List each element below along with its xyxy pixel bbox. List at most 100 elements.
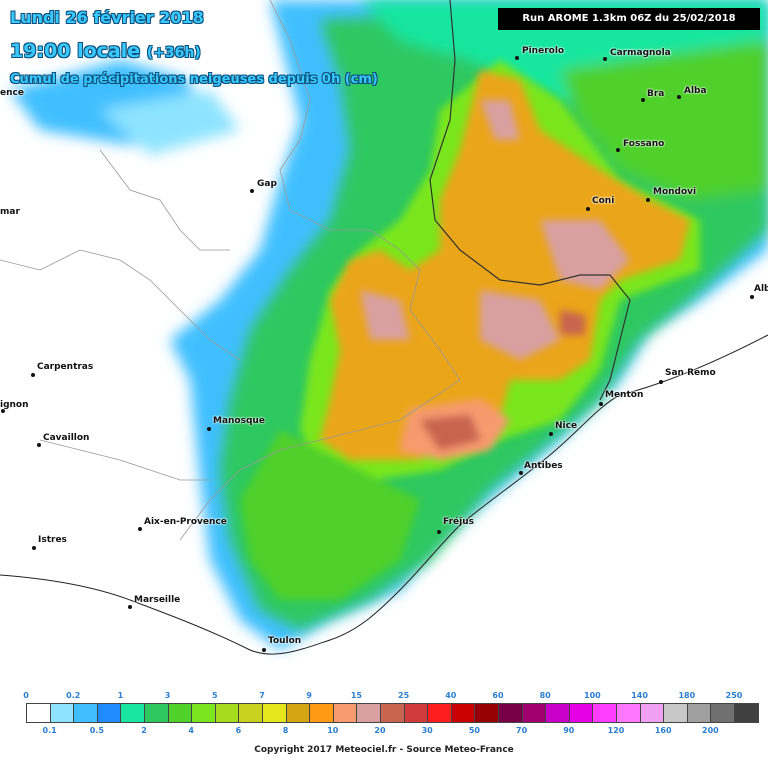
- city-marker: [599, 402, 603, 406]
- legend-swatch: [380, 703, 405, 723]
- city-marker: [207, 427, 211, 431]
- department-border: [179, 0, 461, 541]
- legend-top-tick: 25: [398, 691, 410, 700]
- legend-bottom-tick: 0.1: [42, 726, 57, 735]
- city-label: ence: [0, 88, 24, 98]
- snow-accumulation-field: [0, 0, 768, 655]
- legend-bottom-tick: 8: [282, 726, 289, 735]
- legend-swatch: [191, 703, 216, 723]
- department-border: [99, 149, 230, 251]
- city-marker: [262, 648, 266, 652]
- legend-swatch: [545, 703, 570, 723]
- legend-top-tick: 1: [117, 691, 124, 700]
- city-label: Fossano: [623, 139, 665, 149]
- legend-swatch: [285, 703, 311, 723]
- city-label: Manosque: [213, 416, 265, 426]
- legend-swatch: [167, 703, 193, 723]
- legend-bottom-tick: 4: [188, 726, 194, 735]
- city-marker: [641, 98, 645, 102]
- country-border: [429, 0, 631, 401]
- legend-swatch: [450, 703, 476, 723]
- legend-top-tick: 5: [212, 691, 218, 700]
- city-label: mar: [0, 207, 20, 217]
- city-marker: [659, 380, 663, 384]
- legend-swatch: [663, 703, 688, 723]
- legend-swatch: [710, 703, 735, 723]
- legend-bottom-tick: 160: [654, 726, 672, 735]
- city-label: ignon: [0, 400, 29, 410]
- city-label: Carpentras: [37, 362, 94, 372]
- run-info: Run AROME 1.3km 06Z du 25/02/2018: [498, 8, 760, 30]
- legend-top-tick: 3: [164, 691, 171, 700]
- city-marker: [250, 189, 254, 193]
- legend-swatch: [26, 703, 51, 723]
- legend-bottom-tick: 10: [327, 726, 339, 735]
- legend-swatch: [616, 703, 641, 723]
- department-border: [0, 249, 241, 361]
- legend-swatch: [144, 703, 169, 723]
- city-label: Marseille: [134, 595, 181, 605]
- city-marker: [586, 207, 590, 211]
- city-label: Gap: [257, 179, 277, 189]
- legend-top-tick: 40: [445, 691, 457, 700]
- city-marker: [549, 432, 553, 436]
- city-label: Aix-en-Provence: [144, 517, 227, 527]
- legend-bottom-tick: 30: [421, 726, 433, 735]
- city-marker: [31, 373, 35, 377]
- city-marker: [603, 57, 607, 61]
- legend-swatch: [238, 703, 263, 723]
- legend-bottom-tick: 2: [141, 726, 147, 735]
- legend-top-tick: 100: [584, 691, 601, 700]
- legend-bottom-tick: 0.5: [89, 726, 104, 735]
- legend-bottom-tick: 120: [607, 726, 625, 735]
- legend-swatch: [639, 703, 665, 723]
- city-label: Toulon: [268, 636, 302, 646]
- legend-swatch: [686, 703, 712, 723]
- forecast-offset: (+36h): [146, 45, 201, 61]
- city-label: Menton: [605, 390, 644, 400]
- legend-top-tick: 250: [725, 691, 743, 700]
- legend-bottom-tick: 90: [563, 726, 575, 735]
- city-label: Istres: [38, 535, 67, 545]
- legend-swatch: [592, 703, 617, 723]
- city-marker: [519, 471, 523, 475]
- legend-top-tick: 0: [23, 691, 29, 700]
- legend-top-tick: 7: [259, 691, 265, 700]
- city-label: Bra: [647, 89, 665, 99]
- legend-swatch: [734, 703, 759, 723]
- local-time: 19:00 locale: [10, 40, 141, 62]
- legend-top-tick: 9: [306, 691, 312, 700]
- city-marker: [646, 198, 650, 202]
- city-marker: [128, 605, 132, 609]
- department-border: [39, 439, 210, 481]
- very-heavy-snow-layer: [360, 100, 630, 450]
- legend-top-tick: 15: [350, 691, 362, 700]
- city-marker: [138, 527, 142, 531]
- legend-swatch: [332, 703, 358, 723]
- city-marker: [677, 95, 681, 99]
- city-label: Antibes: [524, 461, 563, 471]
- city-label: Carmagnola: [610, 48, 671, 58]
- legend-swatch: [262, 703, 287, 723]
- map-subtitle: Cumul de précipitations neigeuses depuis…: [10, 72, 378, 87]
- legend-swatch: [403, 703, 429, 723]
- legend-swatch: [356, 703, 381, 723]
- legend-bottom-tick: 200: [702, 726, 719, 735]
- city-label: Coni: [592, 196, 615, 206]
- legend-top-tick: 0.2: [66, 691, 81, 700]
- coastline: [0, 334, 768, 655]
- city-label: Cavaillon: [43, 433, 90, 443]
- city-label: Fréjus: [443, 517, 474, 527]
- legend-swatch: [498, 703, 523, 723]
- city-marker: [37, 443, 41, 447]
- legend-top-tick: 140: [631, 691, 648, 700]
- color-legend: 0 0.2 1 3 5 7 9 15 25 40 60 80 100 140 180 250 0.1 0.5 2 4…: [0, 690, 768, 768]
- map-time-title: 19:00 locale (+36h): [10, 40, 201, 62]
- legend-swatch: [73, 703, 98, 723]
- city-label: Nice: [555, 421, 578, 431]
- city-label: Pinerolo: [522, 46, 565, 56]
- city-marker: [515, 56, 519, 60]
- city-marker: [32, 546, 36, 550]
- legend-bottom-tick: 20: [374, 726, 386, 735]
- copyright-text: Copyright 2017 Meteociel.fr - Source Met…: [254, 745, 514, 755]
